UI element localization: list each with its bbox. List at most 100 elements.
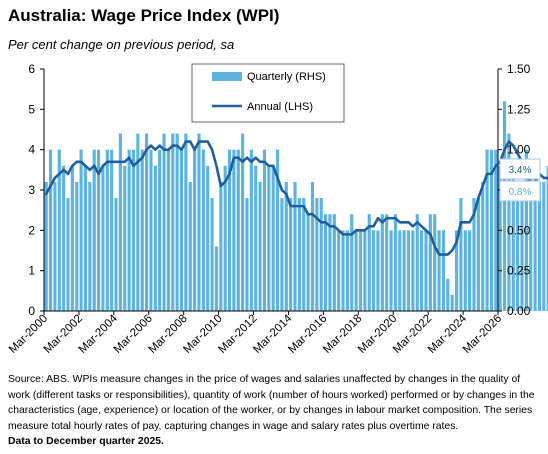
quarterly-bar xyxy=(367,214,371,311)
quarterly-bar xyxy=(44,181,48,311)
quarterly-bar xyxy=(511,165,515,311)
quarterly-bar xyxy=(57,149,61,311)
quarterly-bar xyxy=(75,181,79,311)
quarterly-bar xyxy=(114,198,118,311)
quarterly-bar xyxy=(254,165,258,311)
right-tick-label: 0.00 xyxy=(507,304,531,318)
quarterly-bar xyxy=(542,181,546,311)
quarterly-bar xyxy=(446,278,450,311)
annual-line-group xyxy=(44,140,548,256)
quarterly-bar xyxy=(494,149,498,311)
quarterly-bar xyxy=(166,149,170,311)
quarterly-bar xyxy=(197,133,201,311)
right-tick-label: 1.50 xyxy=(507,62,531,76)
quarterly-bar xyxy=(66,198,70,311)
left-tick-label: 3 xyxy=(28,183,35,197)
quarterly-bar xyxy=(507,133,511,311)
source-note: Source: ABS. WPIs measure changes in the… xyxy=(8,374,535,432)
quarterly-bar xyxy=(140,149,144,311)
quarterly-bar xyxy=(101,165,105,311)
quarterly-bar xyxy=(415,214,419,311)
right-tick-label: 0.50 xyxy=(507,223,531,237)
quarterly-bar xyxy=(97,149,101,311)
quarterly-bar xyxy=(398,230,402,311)
annual-line xyxy=(44,140,548,256)
quarterly-bar xyxy=(188,181,192,311)
left-tick-label: 4 xyxy=(28,143,35,157)
quarterly-bar xyxy=(280,198,284,311)
left-tick-label: 5 xyxy=(28,102,35,116)
quarterly-bar xyxy=(376,230,380,311)
quarterly-bar xyxy=(184,133,188,311)
quarterly-bar xyxy=(149,149,153,311)
wpi-chart: 01234560.000.250.500.751.001.251.50Mar-2… xyxy=(7,62,548,356)
end-callouts: 3.4% 0.8% xyxy=(499,158,541,202)
quarterly-bar xyxy=(537,181,542,311)
quarterly-callout-box xyxy=(499,180,541,202)
quarterly-bar xyxy=(62,165,66,311)
chart-title: Australia: Wage Price Index (WPI) xyxy=(8,6,280,25)
quarterly-bar xyxy=(337,230,341,311)
quarterly-bar xyxy=(372,230,376,311)
quarterly-bar xyxy=(533,165,537,311)
quarterly-bar xyxy=(468,230,472,311)
quarterly-bar xyxy=(411,230,415,311)
left-tick-label: 2 xyxy=(28,223,35,237)
quarterly-bar xyxy=(118,133,122,311)
quarterly-bar xyxy=(131,149,136,311)
chart-notes: Source: ABS. WPIs measure changes in the… xyxy=(8,372,542,450)
quarterly-bar xyxy=(70,165,74,311)
quarterly-bar xyxy=(171,133,175,311)
quarterly-bar xyxy=(210,198,214,311)
legend-label-quarterly: Quarterly (RHS) xyxy=(247,71,326,83)
quarterly-bar xyxy=(92,149,96,311)
quarterly-bar xyxy=(459,198,463,311)
quarterly-bar xyxy=(328,214,332,311)
quarterly-bar xyxy=(53,181,57,311)
quarterly-bar xyxy=(437,230,441,311)
quarterly-bar xyxy=(481,181,485,311)
quarterly-bar xyxy=(472,198,476,311)
quarterly-bar xyxy=(297,198,301,311)
quarterly-bar xyxy=(79,149,83,311)
quarterly-bar xyxy=(275,149,280,311)
quarterly-bar xyxy=(158,149,162,311)
quarterly-bar xyxy=(293,181,297,311)
quarterly-bar xyxy=(110,149,114,311)
quarterly-bar xyxy=(450,294,454,311)
quarterly-bar xyxy=(524,149,528,311)
quarterly-bar xyxy=(249,149,253,311)
annual-callout-box xyxy=(499,158,541,180)
quarterly-bar xyxy=(454,230,459,311)
quarterly-bar xyxy=(463,230,467,311)
quarterly-bar xyxy=(363,230,367,311)
quarterly-bar xyxy=(289,198,293,311)
quarterly-bar xyxy=(145,133,149,311)
quarterly-bar xyxy=(341,230,345,311)
quarterly-bar xyxy=(315,198,319,311)
quarterly-bar xyxy=(428,214,432,311)
quarterly-bar xyxy=(83,165,88,311)
quarterly-bar xyxy=(271,165,275,311)
quarterly-bar xyxy=(175,133,179,311)
quarterly-bar xyxy=(441,230,445,311)
quarterly-bar xyxy=(262,149,267,311)
quarterly-bar xyxy=(236,149,240,311)
quarterly-bar xyxy=(241,133,245,311)
x-tick-label: Mar-2026 xyxy=(461,313,504,356)
quarterly-bar xyxy=(520,181,524,311)
legend-label-annual: Annual (LHS) xyxy=(247,101,313,113)
quarterly-bar xyxy=(406,230,411,311)
quarterly-bar xyxy=(485,149,489,311)
quarterly-bar xyxy=(424,230,428,311)
data-note: Data to December quarter 2025. xyxy=(8,436,164,448)
quarterly-bar xyxy=(345,230,349,311)
quarterly-bar xyxy=(350,214,354,311)
left-tick-label: 0 xyxy=(28,304,35,318)
quarterly-bar xyxy=(223,165,227,311)
quarterly-bar xyxy=(245,198,249,311)
quarterly-bar xyxy=(214,246,218,311)
quarterly-bar xyxy=(310,181,315,311)
quarterly-bar xyxy=(206,165,210,311)
quarterly-bar xyxy=(380,214,384,311)
